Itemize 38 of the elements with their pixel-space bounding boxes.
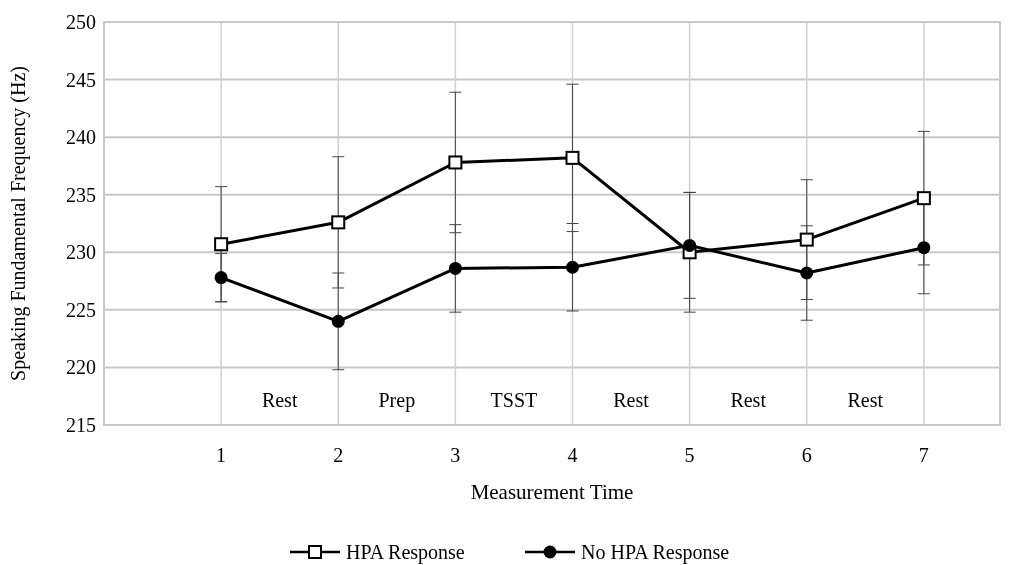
x-tick-label: 2: [333, 444, 344, 466]
point: [214, 237, 229, 252]
x-tick-label: 3: [450, 444, 461, 466]
annotation: Rest: [261, 389, 298, 411]
point: [331, 314, 345, 328]
point: [683, 238, 697, 252]
point: [214, 271, 228, 285]
y-tick-label: 230: [66, 241, 96, 264]
x-tick-label: 1: [216, 444, 227, 466]
point: [331, 215, 346, 230]
point: [799, 232, 814, 247]
legend-label: No HPA Response: [581, 541, 730, 564]
point: [448, 261, 462, 275]
y-tick-label: 245: [66, 68, 96, 91]
annotation: TSST: [490, 389, 538, 411]
y-tick-label: 220: [66, 356, 96, 379]
x-tick-label: 4: [567, 444, 578, 466]
point: [800, 266, 814, 280]
y-tick-label: 215: [66, 414, 96, 436]
y-axis-title: Speaking Fundamental Frequency (Hz): [7, 66, 30, 381]
point: [448, 155, 463, 170]
x-tick-label: 7: [918, 444, 929, 466]
point: [566, 260, 579, 274]
annotation: Prep: [378, 389, 416, 412]
legend-label: HPA Response: [346, 541, 465, 564]
annotation: Rest: [613, 389, 650, 411]
point: [565, 150, 580, 165]
x-axis-title: Measurement Time: [470, 480, 634, 504]
y-tick-label: 225: [66, 298, 96, 321]
annotation: Rest: [730, 389, 767, 411]
x-tick-label: 5: [684, 444, 695, 466]
y-tick-label: 235: [66, 183, 96, 206]
point: [917, 241, 931, 255]
y-tick-label: 240: [66, 126, 96, 149]
annotation: Rest: [847, 389, 884, 411]
y-tick-label: 250: [66, 11, 96, 33]
x-tick-label: 6: [801, 444, 812, 466]
point: [916, 191, 931, 206]
